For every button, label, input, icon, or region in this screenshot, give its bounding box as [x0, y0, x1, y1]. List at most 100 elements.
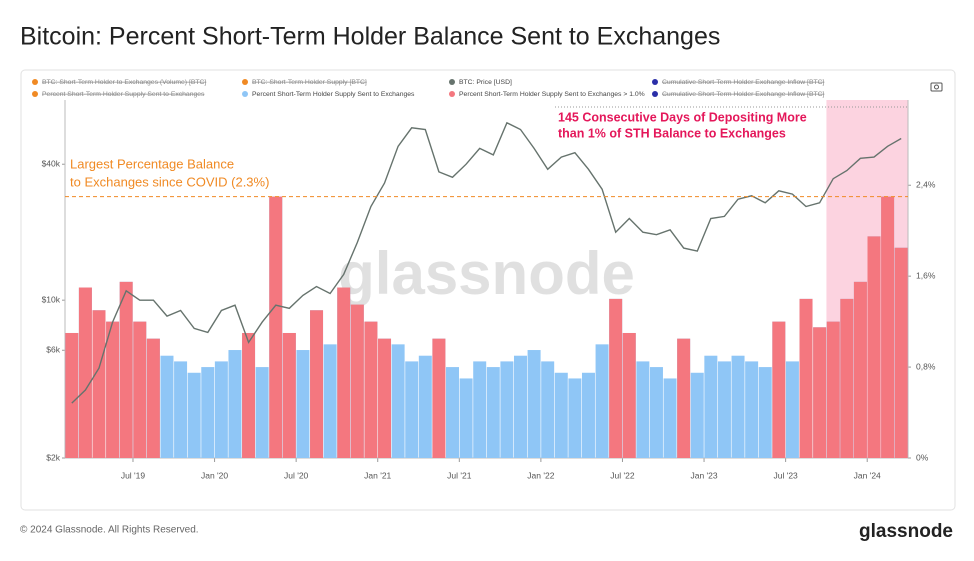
bar [201, 367, 215, 458]
bar [731, 355, 745, 458]
bar [636, 361, 650, 458]
legend-marker [32, 91, 38, 97]
bar [663, 378, 677, 458]
reference-annotation: Largest Percentage Balance [70, 156, 234, 171]
price-line [71, 121, 902, 404]
bar [500, 361, 514, 458]
bar [214, 361, 228, 458]
bar [310, 310, 324, 458]
bar [704, 355, 718, 458]
legend-item[interactable]: Percent Short-Term Holder Supply Sent to… [449, 91, 645, 98]
bar [785, 361, 799, 458]
legend-label: Percent Short-Term Holder Supply Sent to… [252, 91, 415, 98]
bar [296, 350, 310, 458]
bar [840, 298, 854, 458]
legend-marker [652, 91, 658, 97]
legend-marker [242, 91, 248, 97]
legend-label: Cumulative Short-Term Holder Exchange In… [662, 91, 825, 98]
bar [432, 338, 446, 458]
legend-marker [242, 79, 248, 85]
bar [486, 367, 500, 458]
camera-icon [930, 82, 943, 92]
bar [106, 321, 120, 458]
x-tick-label: Jul '23 [773, 470, 798, 480]
y2-tick-label: 0% [916, 452, 929, 462]
bar [649, 367, 663, 458]
bar [337, 287, 351, 458]
chart-title: Bitcoin: Percent Short-Term Holder Balan… [20, 23, 720, 51]
x-tick-label: Jul '20 [284, 470, 309, 480]
legend-item[interactable]: BTC: Short-Term Holder to Exchanges (Vol… [32, 79, 206, 86]
bar [894, 247, 908, 458]
bar [595, 344, 609, 458]
y2-tick-label: 2,4% [916, 179, 936, 189]
legend-item[interactable]: BTC: Price [USD] [449, 79, 512, 86]
logo: glassnode [859, 521, 953, 542]
legend-item[interactable]: Percent Short-Term Holder Supply Sent to… [32, 91, 205, 98]
y-tick-label: $6k [46, 345, 60, 355]
bar [826, 321, 840, 458]
highlight-annotation: than 1% of STH Balance to Exchanges [558, 126, 786, 140]
watermark: glassnode [338, 240, 635, 307]
bar [758, 367, 772, 458]
bar [541, 361, 555, 458]
legend-marker [652, 79, 658, 85]
bar [269, 196, 283, 458]
highlight-region [826, 100, 908, 458]
bar [378, 338, 392, 458]
bar [622, 332, 636, 458]
bar [446, 367, 460, 458]
bar [92, 310, 106, 458]
bar [459, 378, 473, 458]
bar [677, 338, 691, 458]
legend-item[interactable]: Percent Short-Term Holder Supply Sent to… [242, 91, 415, 98]
x-tick-label: Jul '19 [121, 470, 146, 480]
x-tick-label: Jan '20 [201, 470, 228, 480]
legend-marker [449, 91, 455, 97]
x-tick-label: Jan '23 [690, 470, 717, 480]
bar [255, 367, 269, 458]
x-tick-label: Jan '21 [364, 470, 391, 480]
legend-label: Percent Short-Term Holder Supply Sent to… [42, 91, 205, 98]
bar [174, 361, 188, 458]
highlight-annotation: 145 Consecutive Days of Depositing More [558, 110, 807, 124]
legend-label: Cumulative Short-Term Holder Exchange In… [662, 79, 825, 86]
x-tick-label: Jul '22 [610, 470, 635, 480]
bar [867, 236, 881, 458]
bar [813, 327, 827, 458]
bar [160, 355, 174, 458]
bar [323, 344, 337, 458]
legend-item[interactable]: Cumulative Short-Term Holder Exchange In… [652, 91, 825, 98]
x-tick-label: Jan '22 [527, 470, 554, 480]
x-tick-label: Jan '24 [854, 470, 881, 480]
bar [799, 298, 813, 458]
bar [527, 350, 541, 458]
y-tick-label: $10k [42, 294, 61, 304]
legend-label: BTC: Short-Term Holder to Exchanges (Vol… [42, 79, 206, 86]
bar [881, 196, 895, 458]
y2-tick-label: 0,8% [916, 361, 936, 371]
bar [242, 332, 256, 458]
y2-tick-label: 1,6% [916, 270, 936, 280]
bar [717, 361, 731, 458]
legend-item[interactable]: Cumulative Short-Term Holder Exchange In… [652, 79, 825, 86]
bar [391, 344, 405, 458]
legend-label: Percent Short-Term Holder Supply Sent to… [459, 91, 645, 98]
footer: © 2024 Glassnode. All Rights Reserved. [20, 525, 199, 536]
bar [581, 372, 595, 458]
bar [282, 332, 296, 458]
bar [119, 281, 133, 458]
bar [473, 361, 487, 458]
bar [568, 378, 582, 458]
legend-marker [449, 79, 455, 85]
bar [609, 298, 623, 458]
bar [228, 350, 242, 458]
bar [133, 321, 147, 458]
bar [146, 338, 160, 458]
bar [745, 361, 759, 458]
bar [350, 304, 364, 458]
legend-item[interactable]: BTC: Short-Term Holder Supply [BTC] [242, 79, 367, 86]
y-tick-label: $40k [42, 158, 61, 168]
bar [78, 287, 92, 458]
bar [554, 372, 568, 458]
